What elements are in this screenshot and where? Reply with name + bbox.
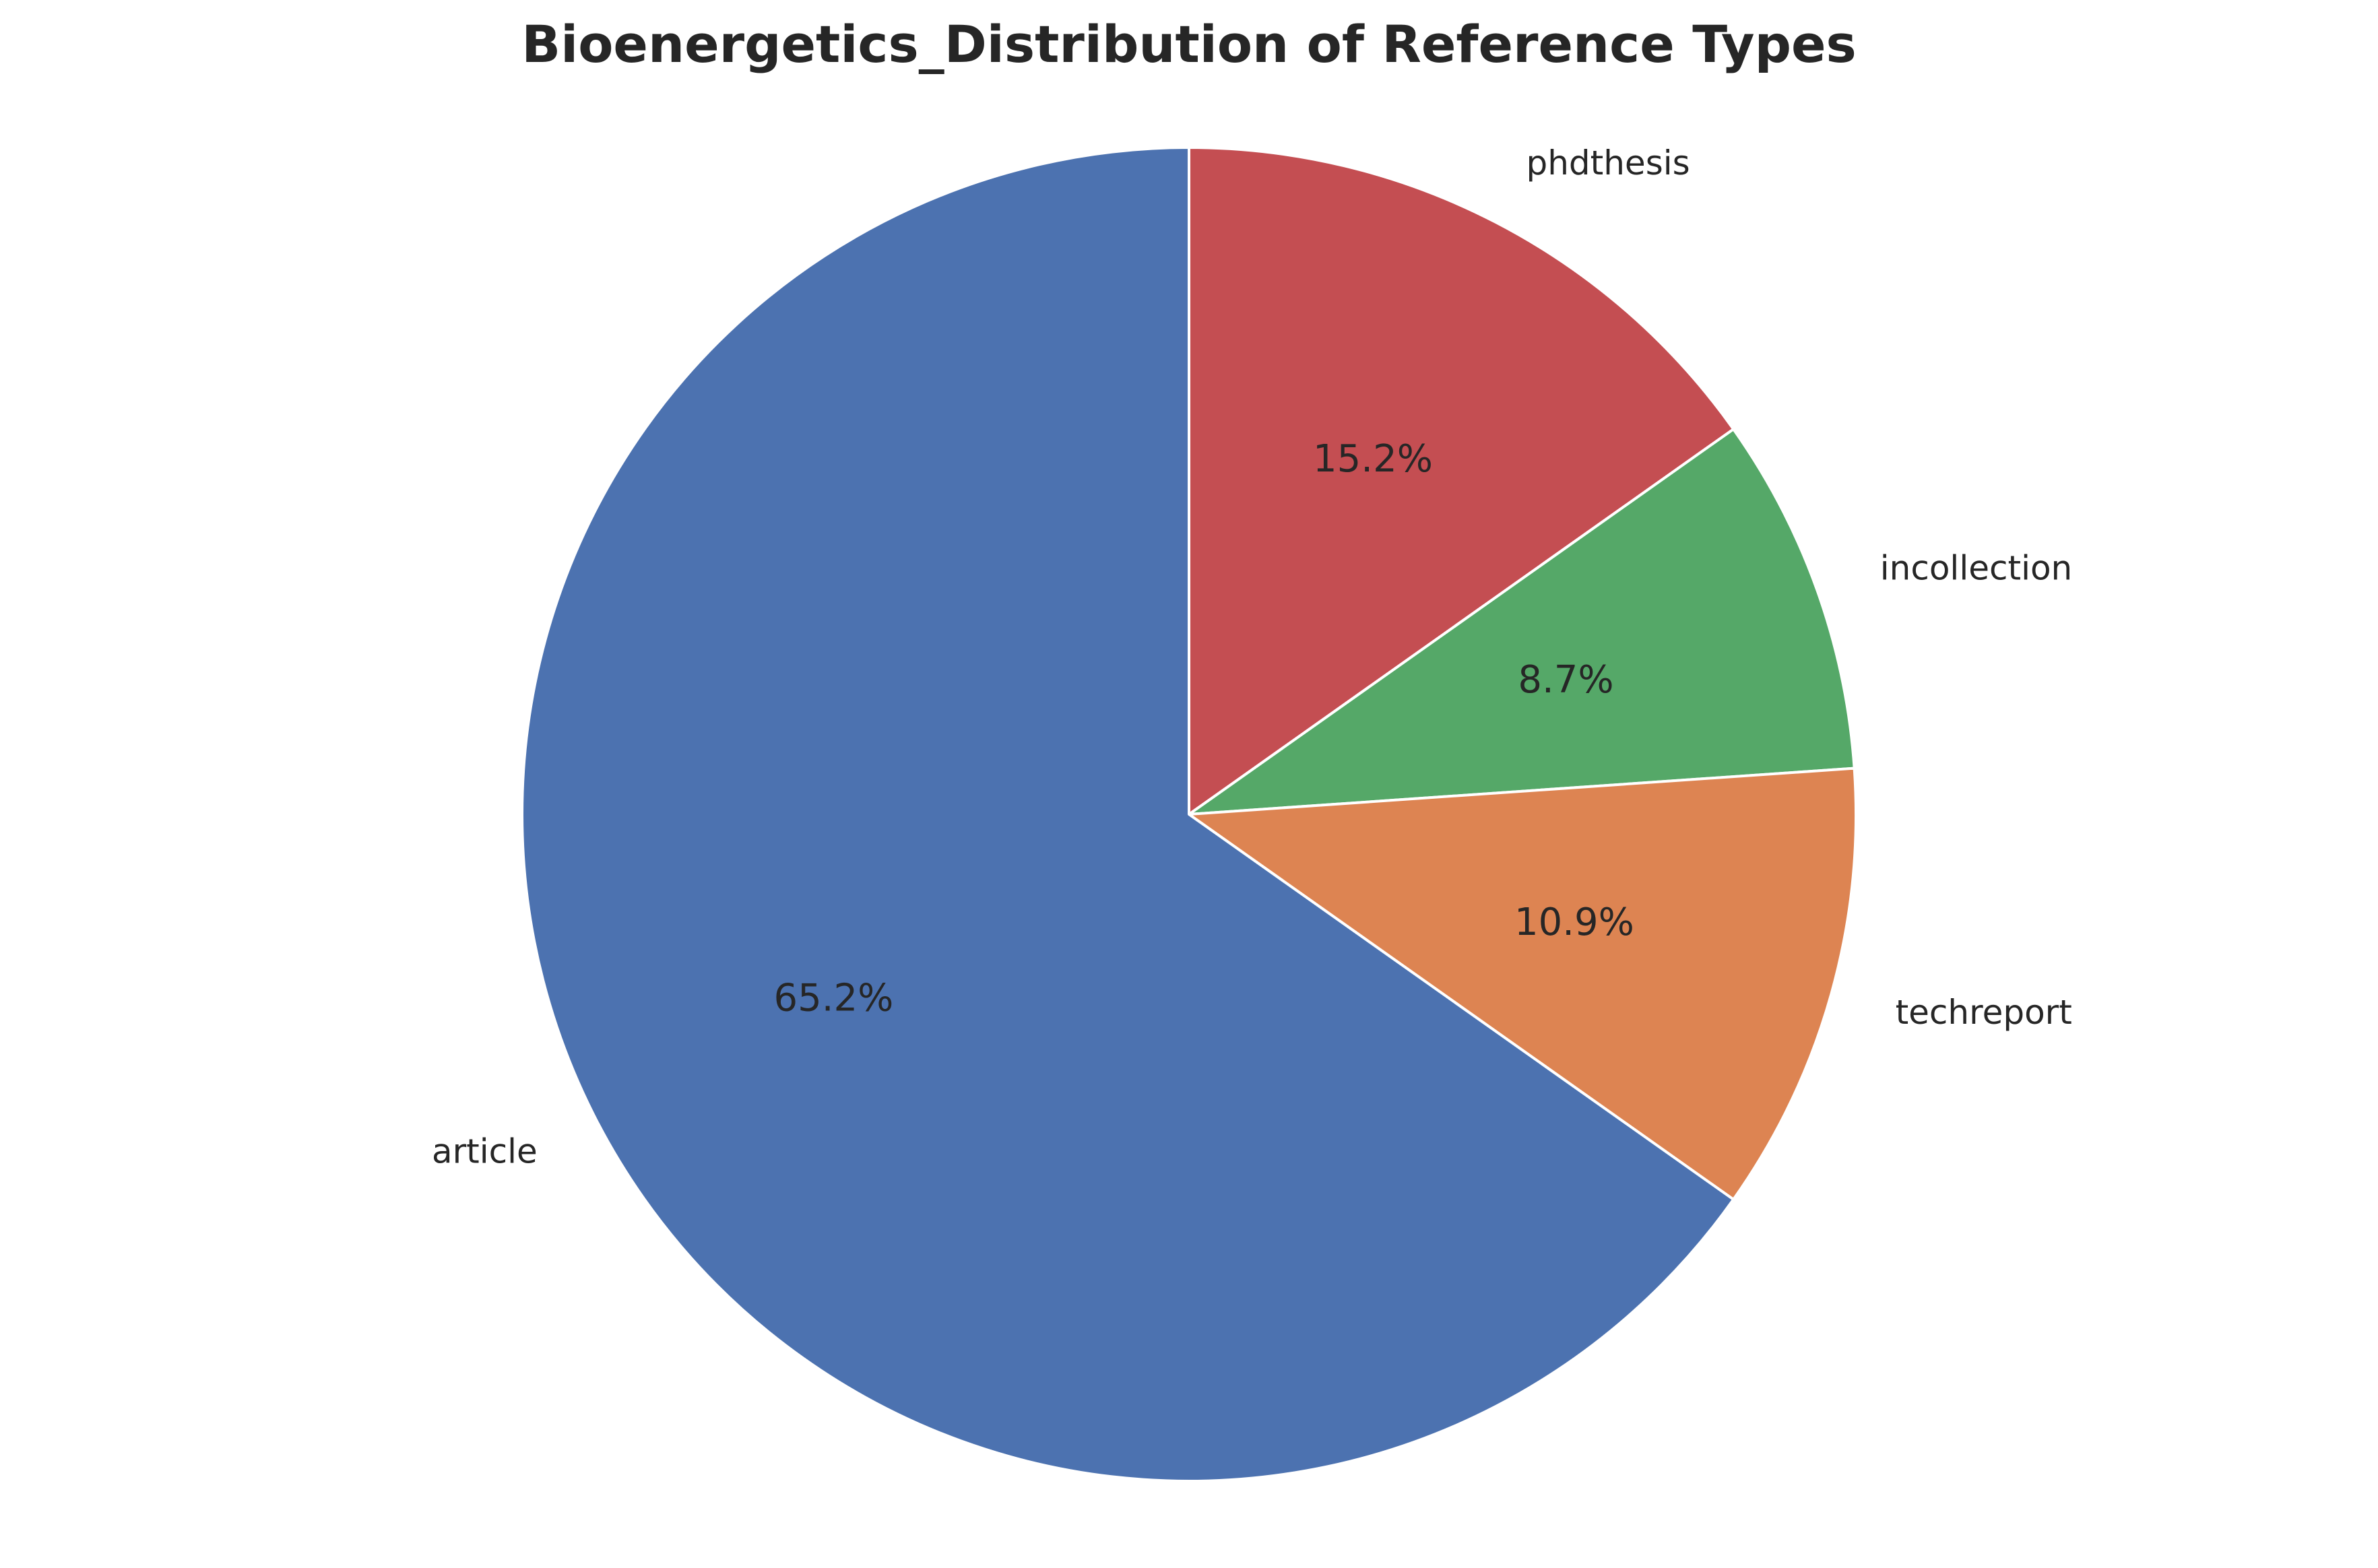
pie-slice-phdthesis <box>1188 146 1735 816</box>
category-label-phdthesis: phdthesis <box>1526 143 1690 183</box>
category-label-incollection: incollection <box>1880 548 2072 587</box>
category-label-article: article <box>432 1132 538 1171</box>
pie-slice-article <box>521 146 1735 1482</box>
pie-slice-incollection <box>1188 428 1856 816</box>
category-label-techreport: techreport <box>1896 993 2072 1032</box>
pie-slice-techreport <box>1188 766 1857 1201</box>
chart-title: Bioenergetics_Distribution of Reference … <box>521 14 1857 74</box>
pct-label-techreport: 10.9% <box>1514 901 1634 944</box>
percentage-labels: 15.2% 8.7% 10.9% 65.2% <box>773 437 1634 1020</box>
category-labels: phdthesis incollection techreport article <box>432 143 2072 1171</box>
pie-slices <box>521 146 1857 1482</box>
pct-label-incollection: 8.7% <box>1518 658 1613 702</box>
pct-label-phdthesis: 15.2% <box>1313 437 1433 481</box>
pct-label-article: 65.2% <box>773 976 893 1020</box>
